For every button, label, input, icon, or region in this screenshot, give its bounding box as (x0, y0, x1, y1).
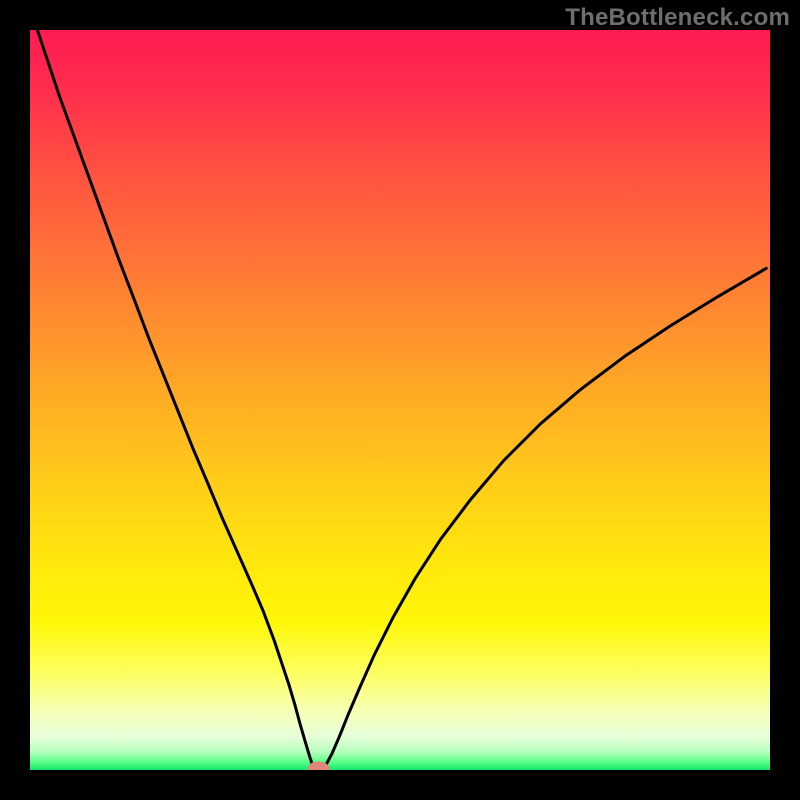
outer-frame: TheBottleneck.com (0, 0, 800, 800)
watermark-text: TheBottleneck.com (565, 4, 790, 32)
chart-svg (30, 30, 770, 770)
chart-background (30, 30, 770, 770)
chart-plot-area (30, 30, 770, 770)
